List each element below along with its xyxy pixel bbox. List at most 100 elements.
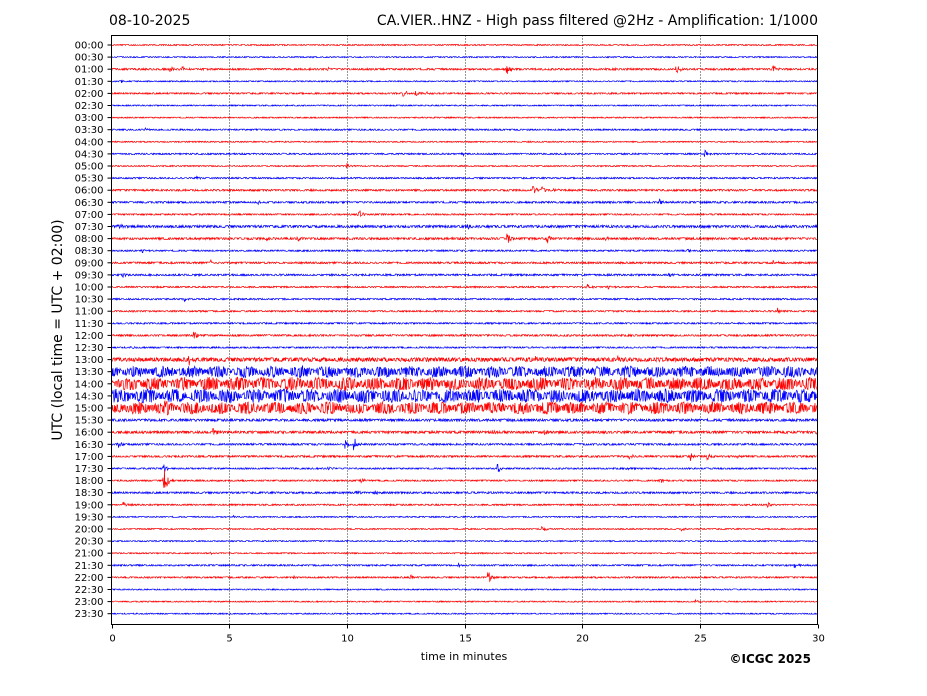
plot-frame	[111, 35, 818, 625]
y-tick-label: 11:30	[75, 319, 104, 330]
grid-lines	[229, 35, 701, 625]
trace-2030	[111, 539, 818, 543]
x-tick-label: 15	[459, 634, 472, 645]
trace-0830	[111, 248, 818, 254]
y-tick-label: 19:00	[75, 500, 104, 511]
y-tick-label: 20:00	[75, 525, 104, 536]
trace-1800	[111, 469, 818, 488]
y-tick-label: 23:00	[75, 597, 104, 608]
x-tick-label: 25	[694, 634, 707, 645]
trace-0730	[111, 223, 818, 230]
trace-0030	[111, 55, 818, 59]
trace-0930	[111, 272, 818, 278]
x-tick-label: 30	[812, 634, 825, 645]
y-tick-label: 04:30	[75, 149, 104, 160]
y-axis-label: UTC (local time = UTC + 02:00)	[50, 219, 66, 440]
x-axis-ticks: 0 5 10 15 20 25 30	[109, 624, 825, 645]
y-tick-label: 14:30	[75, 391, 104, 402]
y-tick-label: 11:00	[75, 307, 104, 318]
trace-2000	[111, 525, 818, 532]
x-axis-label: time in minutes	[421, 650, 508, 663]
trace-1000	[111, 284, 818, 290]
y-tick-label: 05:00	[75, 162, 104, 173]
y-tick-label: 10:00	[75, 283, 104, 294]
trace-0800	[111, 233, 818, 244]
trace-0230	[111, 104, 818, 107]
trace-0300	[111, 116, 818, 120]
trace-2200	[111, 572, 818, 583]
y-tick-label: 22:30	[75, 585, 104, 596]
trace-1430	[111, 387, 818, 404]
trace-1930	[111, 514, 818, 519]
trace-0630	[111, 198, 818, 206]
y-tick-label: 04:00	[75, 137, 104, 148]
trace-1400	[111, 376, 818, 392]
trace-0000	[111, 43, 818, 47]
y-tick-label: 02:00	[75, 89, 104, 100]
trace-1830	[111, 490, 818, 495]
y-tick-label: 08:30	[75, 246, 104, 257]
y-tick-label: 23:30	[75, 609, 104, 620]
y-tick-label: 15:30	[75, 416, 104, 427]
trace-0330	[111, 127, 818, 132]
y-tick-label: 17:00	[75, 452, 104, 463]
y-tick-label: 13:00	[75, 355, 104, 366]
y-tick-label: 14:00	[75, 379, 104, 390]
trace-1330	[111, 364, 818, 379]
y-tick-label: 21:30	[75, 561, 104, 572]
trace-0700	[111, 210, 818, 218]
trace-1100	[111, 307, 818, 315]
y-tick-label: 18:30	[75, 488, 104, 499]
y-tick-label: 15:00	[75, 404, 104, 415]
trace-1600	[111, 428, 818, 436]
x-tick-label: 0	[109, 634, 115, 645]
trace-0430	[111, 149, 818, 158]
x-tick-label: 20	[576, 634, 589, 645]
y-tick-label: 01:30	[75, 77, 104, 88]
trace-0500	[111, 163, 818, 169]
trace-2130	[111, 562, 818, 569]
trace-1900	[111, 501, 818, 508]
y-tick-label: 13:30	[75, 367, 104, 378]
y-tick-label: 17:30	[75, 464, 104, 475]
y-tick-label: 22:00	[75, 573, 104, 584]
trace-0130	[111, 79, 818, 83]
copyright-label: ©ICGC 2025	[729, 652, 811, 666]
trace-1500	[111, 400, 818, 416]
x-tick-label: 10	[341, 634, 354, 645]
y-tick-label: 16:30	[75, 440, 104, 451]
trace-1630	[111, 438, 818, 451]
y-axis-ticks: 00:0000:3001:0001:3002:0002:3003:0003:30…	[75, 41, 112, 620]
trace-2100	[111, 551, 818, 556]
trace-1530	[111, 417, 818, 423]
y-tick-label: 06:30	[75, 198, 104, 209]
trace-1200	[111, 331, 818, 339]
trace-1700	[111, 453, 818, 462]
trace-0400	[111, 140, 818, 144]
y-tick-label: 12:00	[75, 331, 104, 342]
y-tick-label: 03:00	[75, 113, 104, 124]
y-tick-label: 10:30	[75, 295, 104, 306]
chart-title: CA.VIER..HNZ - High pass filtered @2Hz -…	[377, 13, 818, 29]
chart-date-title: 08-10-2025	[109, 13, 190, 29]
trace-2330	[111, 612, 818, 616]
y-tick-label: 08:00	[75, 234, 104, 245]
trace-0600	[111, 186, 818, 194]
trace-0530	[111, 175, 818, 181]
trace-0200	[111, 90, 818, 97]
y-tick-label: 18:00	[75, 476, 104, 487]
y-tick-label: 07:00	[75, 210, 104, 221]
y-tick-label: 16:00	[75, 428, 104, 439]
trace-1300	[111, 355, 818, 366]
trace-0900	[111, 259, 818, 265]
trace-2230	[111, 588, 818, 591]
y-tick-label: 20:30	[75, 537, 104, 548]
trace-1130	[111, 321, 818, 326]
y-tick-label: 05:30	[75, 174, 104, 185]
seismic-traces	[111, 43, 818, 616]
y-tick-label: 09:00	[75, 258, 104, 269]
trace-1730	[111, 463, 818, 473]
y-tick-label: 21:00	[75, 549, 104, 560]
y-tick-label: 06:00	[75, 186, 104, 197]
